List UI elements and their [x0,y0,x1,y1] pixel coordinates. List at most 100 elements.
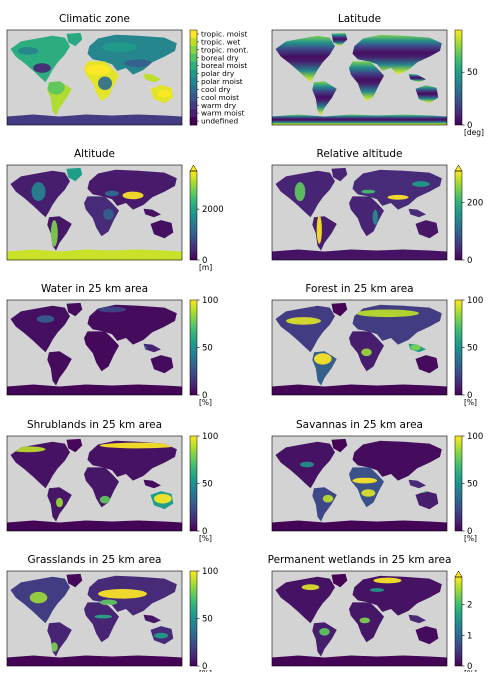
land-seAsia [408,614,426,624]
colorbar-frame [454,170,463,261]
colorbar-category-label: warm dry [201,101,237,110]
highlight [356,309,419,318]
highlight [361,189,376,194]
panel-forest: Forest in 25 km area 0 50 100 [%] [271,283,483,407]
colorbar-category-label: tropic. moist [201,30,247,39]
land-seAsia [408,479,426,489]
highlight [361,348,372,357]
panel-water: Water in 25 km area 0 50 100 [%] [6,283,218,407]
highlight [17,47,39,55]
land-northAmerica [275,305,335,353]
colorbar-tick-label: 0 [467,527,472,537]
land-greenland [331,302,348,317]
highlight [300,461,314,468]
highlight [122,191,144,200]
land-greenland [66,573,83,588]
land-eurasia [87,440,177,481]
colorbar: 0 50 100 [%] [454,296,483,407]
highlight [105,190,119,197]
colorbar-frame [454,29,463,126]
highlight [286,317,321,325]
highlight [98,306,126,313]
highlight [322,494,334,503]
map [7,165,182,260]
colorbar-tick-label: 0 [202,662,207,672]
colorbar: 0 50 100 [%] [189,296,218,407]
highlight [36,315,55,323]
colorbar-swatch [190,69,197,78]
highlight [373,577,402,584]
panel-shrub: Shrublands in 25 km area 0 50 100 [%] [6,419,218,543]
land-greenland [331,573,348,588]
panel-savanna: Savannas in 25 km area 0 50 100 [%] [271,419,483,543]
colorbar-tick-label: 50 [202,615,213,625]
colorbar-swatch [190,37,197,47]
land-seAsia [143,73,161,83]
land-africa [349,61,384,102]
map [272,571,447,666]
highlight [412,181,430,187]
highlight [31,182,46,202]
map-frame [271,299,448,396]
colorbar-tick-label: 100 [202,432,218,442]
colorbar-tick-label: 2000 [202,205,224,215]
land-greenland [66,167,83,182]
colorbar: 0 50 100 [%] [454,432,483,543]
map [7,436,182,531]
highlight [370,588,384,592]
colorbar-tick-label: 0 [467,121,472,131]
highlight [29,591,48,604]
colorbar-gradient [190,171,197,260]
highlight [314,353,332,365]
colorbar-extend-arrow [454,570,463,578]
colorbar-swatch [190,30,197,39]
land-antarctica [7,114,182,125]
map [272,300,447,395]
highlight [387,194,409,200]
colorbar-gradient [455,171,462,260]
colorbar-tick-label: 50 [467,344,478,354]
colorbar-gradient [455,436,462,531]
map-frame [271,164,448,261]
land-seAsia [143,614,161,624]
land-southAmerica [47,351,72,386]
colorbar-unit: [%] [464,534,477,543]
panel-title: Shrublands in 25 km area [27,419,162,431]
land-eurasia [352,169,442,210]
land-australia [415,85,439,104]
map [7,300,182,395]
colorbar-gradient [455,577,462,666]
colorbar-tick-label: 0 [467,391,472,401]
highlight [99,495,111,504]
highlight [410,344,421,351]
colorbar-category-label: cool moist [201,93,239,102]
land-eurasia [352,440,442,481]
colorbar-gradient [190,436,197,531]
colorbar-category-label: tropic. wet [201,37,240,46]
map [272,436,447,531]
land-northAmerica [275,35,335,83]
map-highlights [294,181,430,244]
map [272,165,447,260]
colorbar-tick-label: 100 [467,432,483,442]
land-greenland [66,302,83,317]
map-frame [271,29,448,126]
colorbar-unit: [m] [199,263,212,272]
map-frame [6,29,183,126]
colorbar-tick-label: 1 [467,631,472,641]
colorbar: 0 50 100 [%] [189,432,218,543]
land-australia [415,220,439,239]
highlight [361,489,376,497]
colorbar-category-label: polar dry [201,69,235,78]
land-greenland [66,438,83,453]
land-africa [84,602,119,643]
land-australia [415,355,439,374]
map-frame [6,299,183,396]
colorbar-gradient [455,300,462,395]
highlight [47,79,65,95]
land-greenland [331,32,348,47]
panel-relalt: Relative altitude 0 200 [271,148,483,266]
map-highlights [10,442,177,508]
